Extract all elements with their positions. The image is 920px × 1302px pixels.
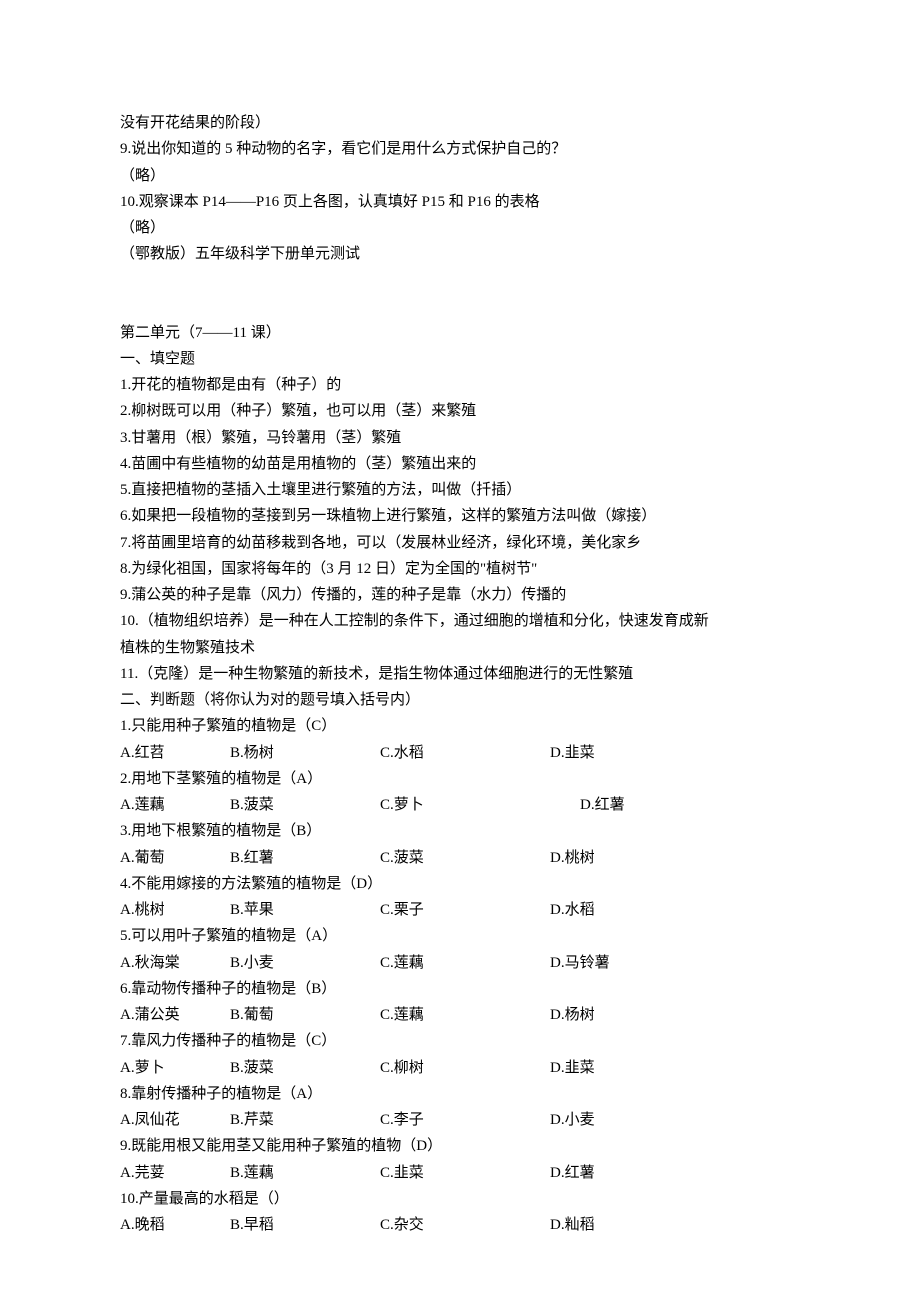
choice-d: D.韭菜 bbox=[550, 740, 800, 766]
choice-row: A.秋海棠B.小麦C.莲藕D.马铃薯 bbox=[120, 950, 800, 976]
choice-d: D.红薯 bbox=[580, 792, 800, 818]
choice-b: B.菠菜 bbox=[230, 792, 380, 818]
text-line: 3.甘薯用（根）繁殖，马铃薯用（茎）繁殖 bbox=[120, 425, 800, 451]
text-line: （鄂教版）五年级科学下册单元测试 bbox=[120, 241, 800, 267]
text-line: 1.开花的植物都是由有（种子）的 bbox=[120, 372, 800, 398]
blank-space bbox=[120, 268, 800, 320]
text-line: 5.直接把植物的茎插入土壤里进行繁殖的方法，叫做（扦插） bbox=[120, 477, 800, 503]
unit-title: 第二单元（7——11 课） bbox=[120, 320, 800, 346]
text-line: 10.（植物组织培养）是一种在人工控制的条件下，通过细胞的增植和分化，快速发育成… bbox=[120, 608, 800, 634]
choice-row: A.芫荽B.莲藕C.韭菜D.红薯 bbox=[120, 1160, 800, 1186]
section-heading: 一、填空题 bbox=[120, 346, 800, 372]
section-heading: 二、判断题（将你认为对的题号填入括号内） bbox=[120, 687, 800, 713]
choice-d: D.韭菜 bbox=[550, 1055, 800, 1081]
choice-row: A.凤仙花B.芹菜C.李子D.小麦 bbox=[120, 1107, 800, 1133]
choice-d: D.籼稻 bbox=[550, 1212, 800, 1238]
choice-c: C.菠菜 bbox=[380, 845, 550, 871]
choice-a: A.葡萄 bbox=[120, 845, 230, 871]
choice-d: D.水稻 bbox=[550, 897, 800, 923]
text-line: 7.将苗圃里培育的幼苗移栽到各地，可以（发展林业经济，绿化环境，美化家乡 bbox=[120, 530, 800, 556]
question-stem: 3.用地下根繁殖的植物是（B） bbox=[120, 818, 800, 844]
choice-row: A.红苕B.杨树C.水稻D.韭菜 bbox=[120, 740, 800, 766]
choice-c: C.萝卜 bbox=[380, 792, 580, 818]
choice-c: C.韭菜 bbox=[380, 1160, 550, 1186]
choice-d: D.马铃薯 bbox=[550, 950, 800, 976]
choice-b: B.小麦 bbox=[230, 950, 380, 976]
choice-b: B.莲藕 bbox=[230, 1160, 380, 1186]
question-stem: 10.产量最高的水稻是（） bbox=[120, 1186, 800, 1212]
question-stem: 9.既能用根又能用茎又能用种子繁殖的植物（D） bbox=[120, 1133, 800, 1159]
text-line: 10.观察课本 P14——P16 页上各图，认真填好 P15 和 P16 的表格 bbox=[120, 189, 800, 215]
text-line: 植株的生物繁殖技术 bbox=[120, 635, 800, 661]
choice-d: D.小麦 bbox=[550, 1107, 800, 1133]
choice-a: A.凤仙花 bbox=[120, 1107, 230, 1133]
choice-d: D.杨树 bbox=[550, 1002, 800, 1028]
text-line: （略） bbox=[120, 215, 800, 241]
choice-a: A.秋海棠 bbox=[120, 950, 230, 976]
choice-row: A.蒲公英B.葡萄C.莲藕D.杨树 bbox=[120, 1002, 800, 1028]
choice-a: A.莲藕 bbox=[120, 792, 230, 818]
text-line: 9.说出你知道的 5 种动物的名字，看它们是用什么方式保护自己的？ bbox=[120, 136, 800, 162]
choice-row: A.萝卜B.菠菜C.柳树D.韭菜 bbox=[120, 1055, 800, 1081]
question-stem: 1.只能用种子繁殖的植物是（C） bbox=[120, 713, 800, 739]
question-stem: 2.用地下茎繁殖的植物是（A） bbox=[120, 766, 800, 792]
choice-b: B.早稻 bbox=[230, 1212, 380, 1238]
text-line: 8.为绿化祖国，国家将每年的（3 月 12 日）定为全国的"植树节" bbox=[120, 556, 800, 582]
choice-row: A.莲藕B.菠菜C.萝卜D.红薯 bbox=[120, 792, 800, 818]
choice-a: A.芫荽 bbox=[120, 1160, 230, 1186]
choice-d: D.红薯 bbox=[550, 1160, 800, 1186]
question-stem: 6.靠动物传播种子的植物是（B） bbox=[120, 976, 800, 1002]
text-line: （略） bbox=[120, 163, 800, 189]
choice-a: A.晚稻 bbox=[120, 1212, 230, 1238]
choice-b: B.红薯 bbox=[230, 845, 380, 871]
choice-a: A.萝卜 bbox=[120, 1055, 230, 1081]
text-line: 9.蒲公英的种子是靠（风力）传播的，莲的种子是靠（水力）传播的 bbox=[120, 582, 800, 608]
choice-b: B.葡萄 bbox=[230, 1002, 380, 1028]
text-line: 6.如果把一段植物的茎接到另一珠植物上进行繁殖，这样的繁殖方法叫做（嫁接） bbox=[120, 503, 800, 529]
text-line: 11.（克隆）是一种生物繁殖的新技术，是指生物体通过体细胞进行的无性繁殖 bbox=[120, 661, 800, 687]
choice-row: A.葡萄B.红薯C.菠菜D.桃树 bbox=[120, 845, 800, 871]
choice-row: A.晚稻B.早稻C.杂交D.籼稻 bbox=[120, 1212, 800, 1238]
question-stem: 8.靠射传播种子的植物是（A） bbox=[120, 1081, 800, 1107]
text-line: 2.柳树既可以用（种子）繁殖，也可以用（茎）来繁殖 bbox=[120, 398, 800, 424]
question-list: 1.只能用种子繁殖的植物是（C）A.红苕B.杨树C.水稻D.韭菜2.用地下茎繁殖… bbox=[120, 713, 800, 1238]
choice-a: A.红苕 bbox=[120, 740, 230, 766]
choice-c: C.杂交 bbox=[380, 1212, 550, 1238]
choice-c: C.莲藕 bbox=[380, 950, 550, 976]
choice-b: B.菠菜 bbox=[230, 1055, 380, 1081]
choice-a: A.蒲公英 bbox=[120, 1002, 230, 1028]
question-stem: 4.不能用嫁接的方法繁殖的植物是（D） bbox=[120, 871, 800, 897]
document-page: 没有开花结果的阶段） 9.说出你知道的 5 种动物的名字，看它们是用什么方式保护… bbox=[0, 0, 920, 1298]
choice-b: B.芹菜 bbox=[230, 1107, 380, 1133]
text-line: 4.苗圃中有些植物的幼苗是用植物的（茎）繁殖出来的 bbox=[120, 451, 800, 477]
question-stem: 7.靠风力传播种子的植物是（C） bbox=[120, 1028, 800, 1054]
question-stem: 5.可以用叶子繁殖的植物是（A） bbox=[120, 923, 800, 949]
choice-c: C.水稻 bbox=[380, 740, 550, 766]
choice-a: A.桃树 bbox=[120, 897, 230, 923]
choice-c: C.李子 bbox=[380, 1107, 550, 1133]
choice-d: D.桃树 bbox=[550, 845, 800, 871]
choice-c: C.栗子 bbox=[380, 897, 550, 923]
text-line: 没有开花结果的阶段） bbox=[120, 110, 800, 136]
choice-row: A.桃树B.苹果C.栗子D.水稻 bbox=[120, 897, 800, 923]
choice-b: B.杨树 bbox=[230, 740, 380, 766]
choice-b: B.苹果 bbox=[230, 897, 380, 923]
choice-c: C.莲藕 bbox=[380, 1002, 550, 1028]
choice-c: C.柳树 bbox=[380, 1055, 550, 1081]
